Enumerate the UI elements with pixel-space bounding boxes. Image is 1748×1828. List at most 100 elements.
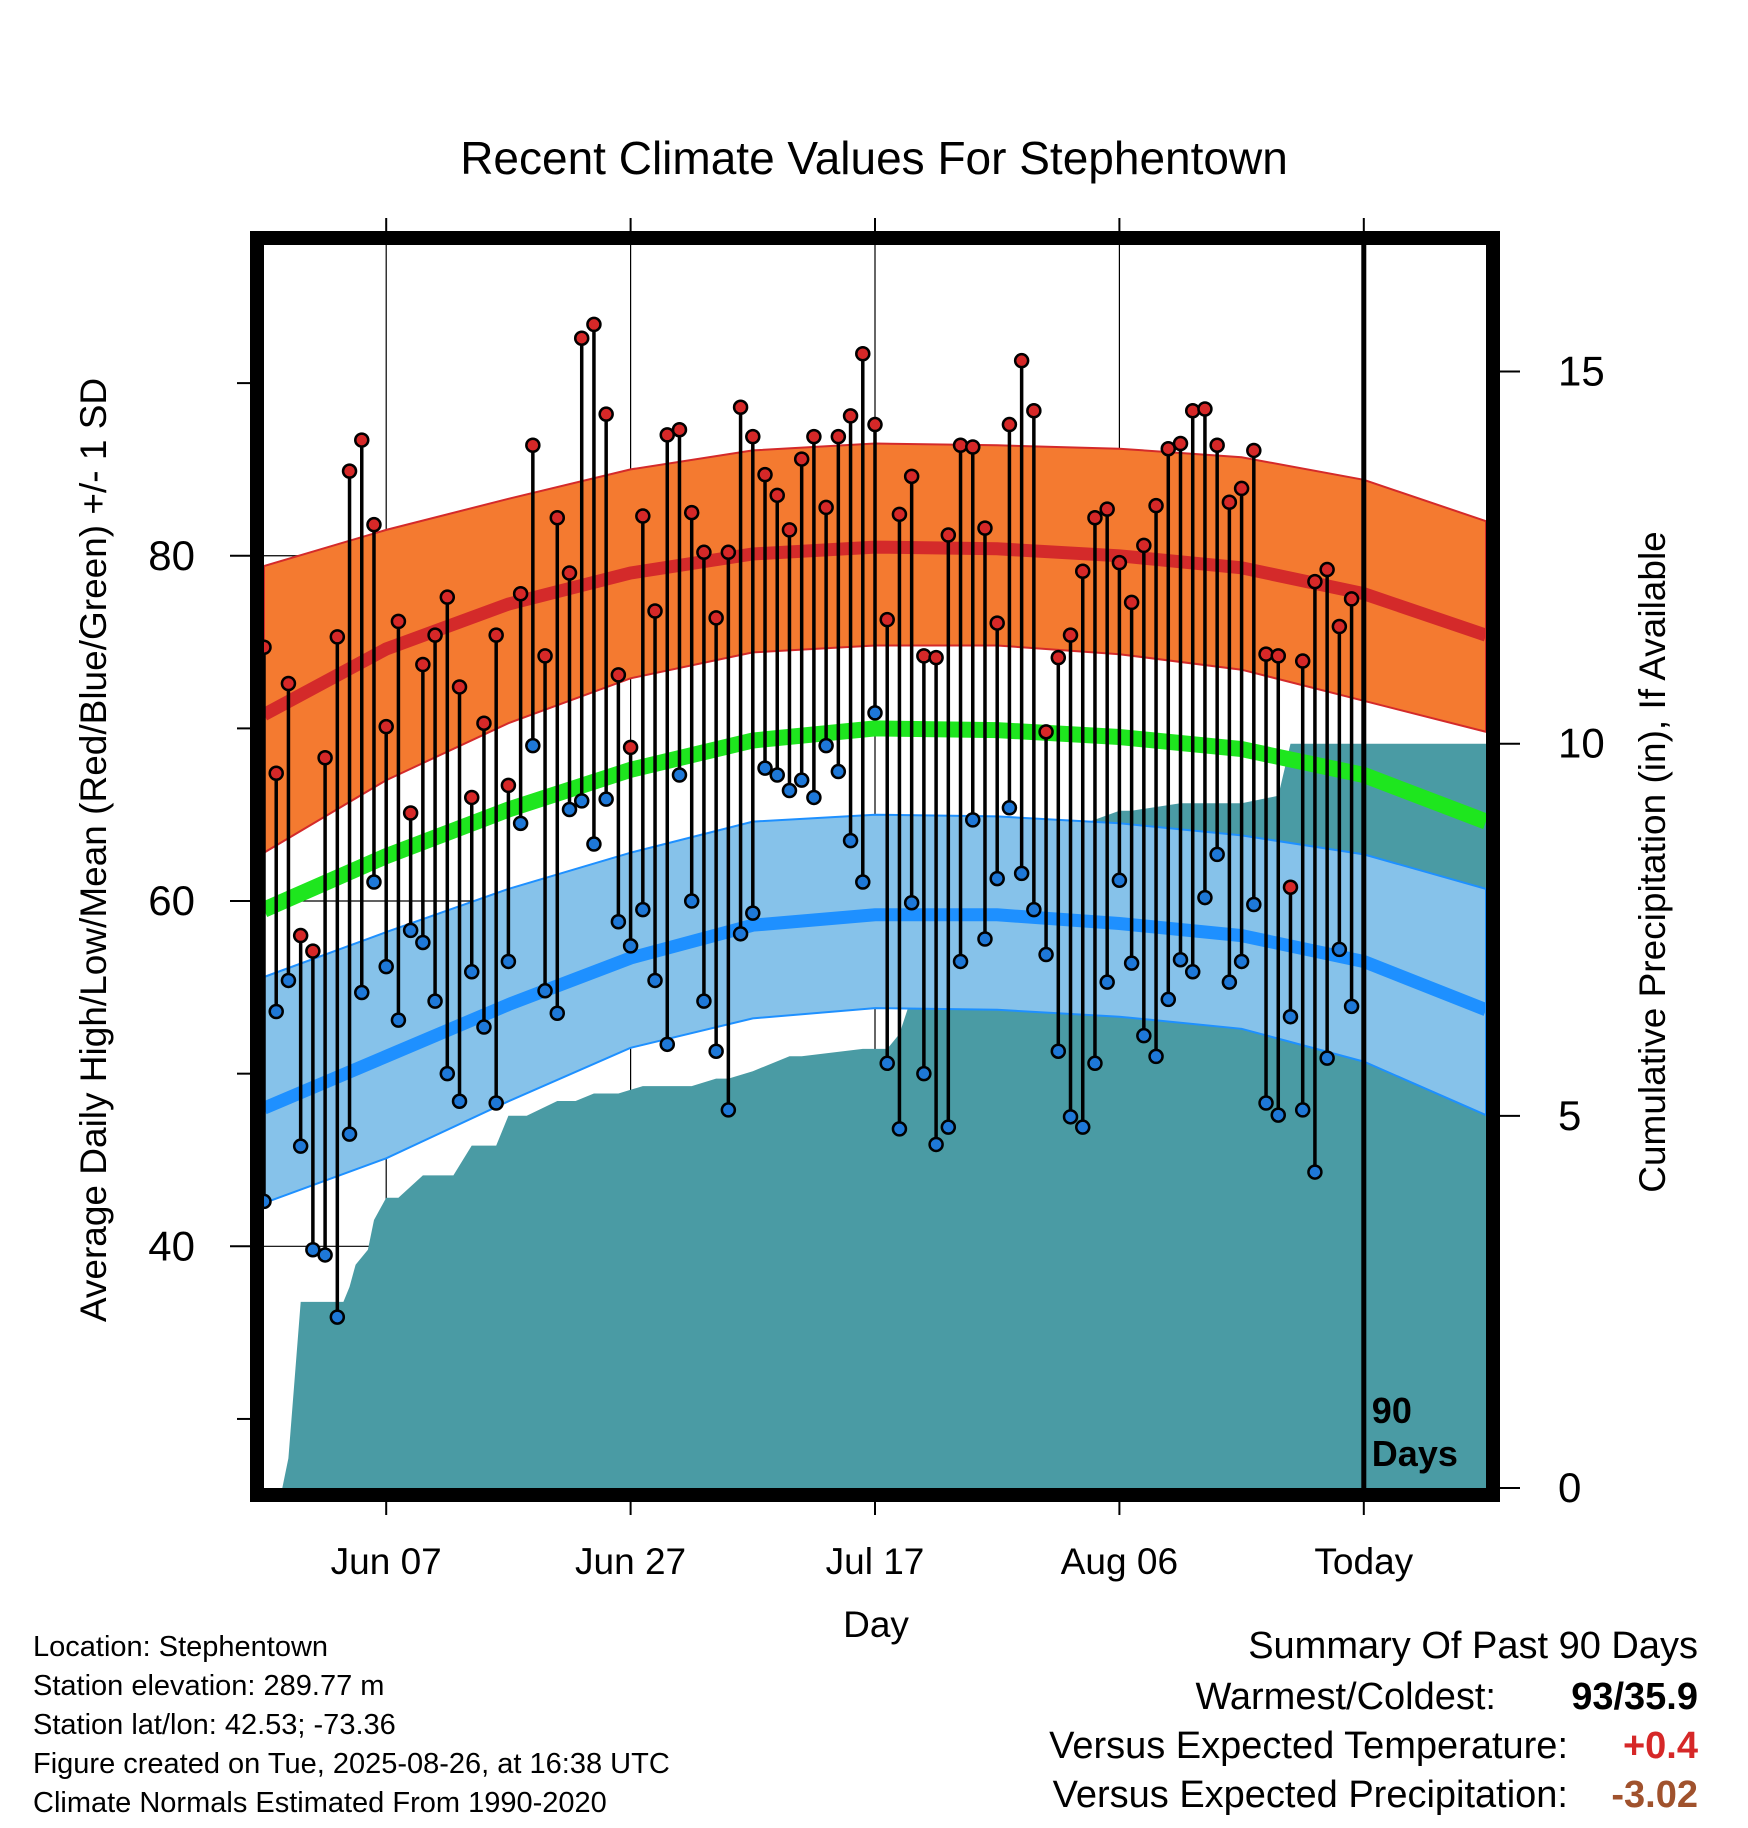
- daily-low-point: [1331, 941, 1348, 958]
- daily-high-point: [965, 439, 981, 455]
- daily-high-point: [1258, 646, 1274, 662]
- daily-low-point: [830, 763, 847, 780]
- x-tick-label: Jun 27: [575, 1541, 686, 1582]
- daily-high-point: [696, 544, 712, 561]
- daily-high-point: [732, 399, 749, 416]
- daily-low-point: [1038, 946, 1054, 963]
- daily-high-point: [1233, 480, 1250, 497]
- daily-high-point: [989, 615, 1005, 631]
- x-tick-label: Today: [1314, 1541, 1413, 1582]
- daily-high-point: [1111, 554, 1128, 571]
- daily-low-point: [488, 1095, 504, 1111]
- daily-high-point: [855, 346, 871, 362]
- daily-high-point: [500, 777, 517, 794]
- temp-anomaly-value: +0.4: [1622, 1725, 1698, 1767]
- daily-high-point: [916, 648, 932, 664]
- daily-high-point: [525, 437, 541, 454]
- daily-high-point: [451, 679, 468, 695]
- daily-high-point: [903, 468, 920, 485]
- daily-high-point: [427, 627, 443, 643]
- daily-low-point: [879, 1055, 895, 1072]
- daily-high-point: [977, 520, 993, 536]
- summary-heading: Summary Of Past 90 Days: [1248, 1625, 1698, 1667]
- daily-high-point: [842, 408, 859, 424]
- daily-low-point: [720, 1102, 737, 1118]
- daily-low-point: [439, 1065, 456, 1082]
- daily-low-point: [696, 993, 712, 1009]
- daily-high-point: [390, 613, 407, 630]
- daily-low-point: [793, 772, 810, 788]
- daily-low-point: [745, 905, 761, 921]
- daily-high-point: [781, 522, 798, 538]
- daily-low-point: [561, 801, 578, 818]
- daily-low-point: [1172, 951, 1189, 968]
- daily-low-point: [610, 913, 627, 930]
- daily-high-point: [1099, 501, 1115, 517]
- daily-low-point: [402, 922, 419, 939]
- daily-low-point: [1001, 800, 1018, 816]
- daily-high-point: [745, 428, 761, 445]
- daily-high-point: [1282, 879, 1299, 895]
- daily-low-point: [867, 705, 883, 721]
- daily-high-point: [1319, 561, 1335, 578]
- low-normal-line: [264, 908, 1486, 1115]
- daily-low-point: [264, 1193, 272, 1210]
- daily-high-point: [928, 649, 944, 666]
- daily-low-point: [671, 767, 688, 783]
- daily-low-point: [586, 836, 602, 852]
- daily-low-point: [977, 931, 993, 947]
- daily-low-point: [1087, 1055, 1103, 1072]
- daily-low-point: [855, 874, 871, 890]
- daily-high-point: [952, 437, 969, 454]
- daily-low-point: [940, 1119, 957, 1135]
- daily-low-point: [1136, 1027, 1152, 1044]
- daily-low-point: [476, 1019, 492, 1035]
- x-tick-label: Jul 17: [826, 1541, 925, 1582]
- today-marker-label: 90: [1372, 1390, 1412, 1431]
- y-tick-label: 60: [148, 877, 195, 924]
- daily-low-point: [549, 1005, 566, 1021]
- latlon-text: Station lat/lon: 42.53; -73.36: [33, 1709, 396, 1741]
- daily-low-point: [292, 1138, 309, 1154]
- daily-low-point: [1197, 889, 1213, 906]
- daily-low-point: [916, 1065, 932, 1082]
- daily-high-point: [264, 639, 272, 655]
- daily-low-point: [268, 1003, 284, 1020]
- daily-low-point: [329, 1309, 346, 1325]
- daily-low-point: [1246, 896, 1262, 913]
- daily-high-point: [586, 316, 602, 333]
- daily-high-point: [268, 765, 284, 782]
- daily-low-point: [463, 964, 480, 980]
- daily-high-point: [1246, 442, 1262, 459]
- daily-high-point: [488, 627, 504, 643]
- daily-high-point: [891, 506, 908, 523]
- created-text: Figure created on Tue, 2025-08-26, at 16…: [33, 1748, 670, 1780]
- daily-low-point: [891, 1121, 908, 1137]
- daily-high-point: [1172, 435, 1189, 452]
- daily-high-point: [610, 667, 627, 683]
- daily-high-point: [598, 406, 614, 422]
- daily-high-point: [329, 629, 346, 645]
- daily-high-point: [683, 504, 700, 521]
- daily-low-point: [1050, 1043, 1067, 1059]
- x-tick-label: Jun 07: [331, 1541, 442, 1582]
- daily-high-point: [292, 927, 309, 944]
- daily-high-point: [573, 330, 590, 346]
- precip-anomaly-label: Versus Expected Precipitation:: [1052, 1774, 1568, 1816]
- daily-low-point: [1062, 1109, 1079, 1125]
- daily-high-point: [830, 428, 847, 445]
- y2-axis-label: Cumulative Precipitation (in), If Availa…: [1632, 531, 1673, 1193]
- daily-high-point: [1026, 402, 1042, 419]
- precip-anomaly-value: -3.02: [1611, 1774, 1698, 1816]
- daily-low-point: [781, 782, 798, 799]
- daily-high-point: [1209, 437, 1225, 454]
- daily-high-point: [1123, 594, 1140, 611]
- normals-text: Climate Normals Estimated From 1990-2020: [33, 1787, 607, 1819]
- daily-low-point: [1026, 901, 1042, 918]
- daily-low-point: [1160, 991, 1177, 1008]
- daily-high-point: [1038, 724, 1054, 740]
- daily-low-point: [818, 737, 834, 754]
- daily-low-point: [1184, 964, 1201, 980]
- daily-low-point: [341, 1126, 358, 1142]
